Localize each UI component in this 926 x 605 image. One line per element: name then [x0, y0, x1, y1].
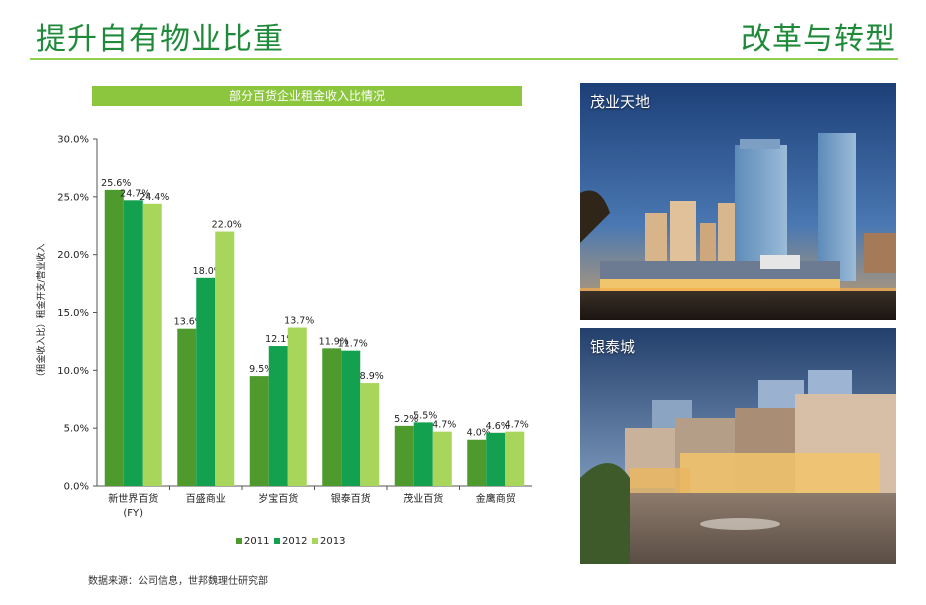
x-tick-label: 百盛商业: [186, 492, 226, 505]
bar-2013-0: [142, 203, 162, 487]
legend-label-2012: 2012: [282, 536, 307, 547]
photo-label-maoye: 茂业天地: [590, 93, 651, 111]
bar-2013-5: [505, 431, 525, 486]
bar-2011-2: [249, 376, 269, 486]
title-divider: [30, 58, 898, 60]
data-label: 11.9%: [319, 336, 349, 347]
data-label: 4.7%: [432, 420, 456, 431]
photo-yintai: 银泰城: [580, 328, 896, 564]
section-title: 改革与转型: [741, 22, 896, 57]
bar-2013-4: [432, 431, 452, 486]
chart-title-banner: 部分百货企业租金收入比情况: [92, 86, 522, 106]
bar-2012-2: [268, 346, 288, 486]
y-tick-label: 0.0%: [64, 482, 89, 493]
data-label: 5.2%: [394, 414, 418, 425]
y-tick-label: 15.0%: [57, 308, 89, 319]
x-tick-label: 岁宝百货: [258, 492, 298, 505]
data-label: 24.4%: [139, 192, 169, 203]
bar-2013-2: [287, 327, 307, 486]
photo-maoye: 茂业天地: [580, 83, 896, 320]
data-label: 25.6%: [101, 178, 131, 189]
legend-swatch-2013: [312, 538, 318, 544]
photo-label-yintai: 银泰城: [590, 338, 636, 356]
bar-2012-0: [123, 200, 143, 486]
y-tick-label: 30.0%: [57, 135, 89, 146]
bar-2011-5: [467, 439, 487, 486]
y-tick-label: 5.0%: [64, 424, 89, 435]
y-tick-label: 25.0%: [57, 192, 89, 203]
legend-swatch-2012: [274, 538, 280, 544]
bar-2011-3: [322, 348, 342, 486]
x-tick-label: (FY): [123, 508, 143, 519]
x-tick-label: 银泰百货: [331, 492, 371, 505]
data-label: 18.0%: [193, 266, 223, 277]
data-label: 4.7%: [505, 420, 529, 431]
mall-photo-icon: [580, 328, 896, 564]
x-tick-label: 新世界百货: [108, 492, 158, 505]
data-label: 4.0%: [467, 428, 491, 439]
data-label: 8.9%: [360, 371, 384, 382]
building-photo-icon: [580, 83, 896, 320]
x-tick-label: 金鹰商贸: [476, 492, 516, 505]
bar-2013-1: [215, 231, 235, 486]
bar-2012-4: [413, 422, 433, 486]
bar-2011-0: [104, 189, 124, 487]
bar-2012-3: [341, 350, 361, 486]
bar-chart: 0.0% 5.0% 10.0% 15.0% 20.0% 25.0% 30.0% （租金收入比）…: [35, 135, 532, 547]
bar-2011-4: [394, 425, 414, 486]
data-label: 11.7%: [338, 339, 368, 350]
data-label: 12.1%: [265, 334, 295, 345]
legend-swatch-2011: [236, 538, 242, 544]
legend-label-2011: 2011: [244, 536, 269, 547]
bar-2013-3: [360, 383, 380, 486]
data-label: 24.7%: [120, 188, 150, 199]
bar-2011-1: [177, 328, 197, 486]
data-label: 13.6%: [174, 317, 204, 328]
bar-2012-1: [196, 277, 216, 486]
data-label: 5.5%: [413, 410, 437, 421]
legend-label-2013: 2013: [320, 536, 345, 547]
data-label: 4.6%: [486, 421, 510, 432]
data-label: 22.0%: [212, 220, 242, 231]
data-label: 9.5%: [249, 364, 273, 375]
bar-2012-5: [486, 432, 506, 486]
page-title: 提升自有物业比重: [36, 22, 284, 57]
x-tick-label: 茂业百货: [403, 492, 443, 505]
y-tick-label: 20.0%: [57, 250, 89, 261]
data-source-note: 数据来源：公司信息，世邦魏理仕研究部: [88, 576, 268, 587]
y-tick-label: 10.0%: [57, 366, 89, 377]
y-axis-label: （租金收入比）租金开支/营业收入: [35, 243, 47, 381]
data-label: 13.7%: [284, 316, 314, 327]
